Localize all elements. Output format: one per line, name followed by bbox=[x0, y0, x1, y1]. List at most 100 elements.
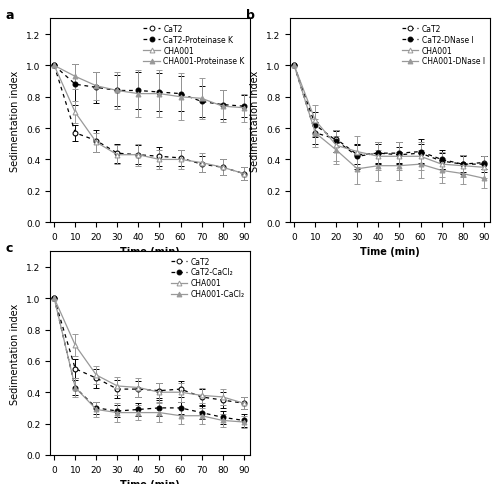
CaT2 bbox=[220, 397, 226, 403]
CHA001-Proteinase K bbox=[114, 89, 120, 94]
CHA001 bbox=[72, 343, 78, 348]
CaT2-DNase I bbox=[418, 150, 424, 155]
CaT2-Proteinase K bbox=[114, 89, 120, 94]
CHA001 bbox=[438, 162, 444, 167]
CaT2-Proteinase K bbox=[240, 104, 246, 110]
CHA001-Proteinase K bbox=[72, 75, 78, 80]
CHA001 bbox=[240, 400, 246, 406]
CaT2 bbox=[396, 152, 402, 158]
CaT2-CaCl₂ bbox=[136, 407, 141, 412]
CHA001 bbox=[480, 165, 486, 171]
CHA001 bbox=[220, 165, 226, 171]
CaT2-CaCl₂ bbox=[198, 410, 204, 416]
CHA001-CaCl₂ bbox=[51, 296, 57, 302]
CaT2 bbox=[94, 138, 100, 144]
CHA001-DNase I bbox=[312, 131, 318, 136]
CHA001-DNase I bbox=[334, 148, 340, 153]
CaT2 bbox=[334, 137, 340, 143]
CHA001 bbox=[114, 152, 120, 158]
CaT2-DNase I bbox=[396, 151, 402, 157]
CHA001 bbox=[312, 118, 318, 124]
CaT2-DNase I bbox=[312, 123, 318, 129]
CHA001-CaCl₂ bbox=[94, 407, 100, 412]
CaT2-DNase I bbox=[376, 151, 382, 157]
CHA001 bbox=[178, 390, 184, 395]
CaT2 bbox=[156, 154, 162, 160]
Y-axis label: Sedimentation index: Sedimentation index bbox=[250, 71, 260, 171]
CaT2-Proteinase K bbox=[94, 85, 100, 91]
CaT2 bbox=[240, 171, 246, 177]
CaT2-DNase I bbox=[438, 157, 444, 163]
CHA001 bbox=[136, 385, 141, 391]
CHA001-CaCl₂ bbox=[136, 410, 141, 416]
CaT2 bbox=[438, 159, 444, 165]
X-axis label: Time (min): Time (min) bbox=[360, 247, 420, 257]
CHA001-CaCl₂ bbox=[156, 410, 162, 416]
Text: a: a bbox=[6, 9, 14, 22]
Line: CaT2-CaCl₂: CaT2-CaCl₂ bbox=[52, 296, 246, 423]
Line: CHA001: CHA001 bbox=[52, 296, 246, 406]
CHA001-Proteinase K bbox=[136, 91, 141, 97]
Legend: CaT2, CaT2-CaCl₂, CHA001, CHA001-CaCl₂: CaT2, CaT2-CaCl₂, CHA001, CHA001-CaCl₂ bbox=[169, 256, 246, 300]
CHA001 bbox=[291, 63, 297, 69]
CHA001-CaCl₂ bbox=[198, 413, 204, 419]
CaT2 bbox=[136, 152, 141, 158]
CHA001 bbox=[460, 164, 466, 169]
CHA001 bbox=[240, 171, 246, 177]
CHA001-CaCl₂ bbox=[178, 413, 184, 419]
Line: CaT2: CaT2 bbox=[52, 296, 246, 406]
CaT2-CaCl₂ bbox=[51, 296, 57, 302]
CHA001-Proteinase K bbox=[51, 63, 57, 69]
CHA001-Proteinase K bbox=[178, 95, 184, 101]
Line: CHA001-Proteinase K: CHA001-Proteinase K bbox=[52, 64, 246, 111]
CaT2-CaCl₂ bbox=[94, 405, 100, 411]
CaT2 bbox=[291, 63, 297, 69]
CHA001-DNase I bbox=[438, 168, 444, 174]
CaT2-Proteinase K bbox=[51, 63, 57, 69]
CHA001-DNase I bbox=[291, 63, 297, 69]
CHA001-CaCl₂ bbox=[72, 385, 78, 391]
CHA001 bbox=[198, 160, 204, 166]
CHA001-DNase I bbox=[354, 166, 360, 172]
Line: CHA001-DNase I: CHA001-DNase I bbox=[292, 64, 486, 182]
CHA001 bbox=[418, 154, 424, 160]
Legend: CaT2, CaT2-DNase I, CHA001, CHA001-DNase I: CaT2, CaT2-DNase I, CHA001, CHA001-DNase… bbox=[400, 23, 486, 68]
CaT2 bbox=[114, 151, 120, 157]
X-axis label: Time (min): Time (min) bbox=[120, 479, 180, 484]
CHA001 bbox=[94, 140, 100, 146]
CaT2 bbox=[94, 376, 100, 381]
CaT2-Proteinase K bbox=[178, 91, 184, 97]
Line: CaT2-DNase I: CaT2-DNase I bbox=[292, 64, 486, 167]
CaT2 bbox=[178, 156, 184, 162]
CHA001-Proteinase K bbox=[156, 91, 162, 97]
CHA001-CaCl₂ bbox=[114, 410, 120, 416]
Y-axis label: Sedimentation index: Sedimentation index bbox=[10, 303, 20, 404]
CaT2 bbox=[114, 386, 120, 392]
CHA001 bbox=[72, 110, 78, 116]
CaT2 bbox=[460, 162, 466, 167]
CaT2 bbox=[51, 63, 57, 69]
CaT2-CaCl₂ bbox=[156, 405, 162, 411]
CHA001 bbox=[396, 154, 402, 160]
CaT2-Proteinase K bbox=[198, 99, 204, 105]
CHA001-DNase I bbox=[396, 164, 402, 169]
CaT2 bbox=[240, 400, 246, 406]
CHA001 bbox=[94, 372, 100, 378]
Y-axis label: Sedimentation index: Sedimentation index bbox=[10, 71, 20, 171]
CHA001-Proteinase K bbox=[240, 106, 246, 111]
CHA001-CaCl₂ bbox=[240, 419, 246, 425]
CaT2 bbox=[418, 151, 424, 157]
CaT2-CaCl₂ bbox=[220, 414, 226, 420]
CaT2 bbox=[51, 296, 57, 302]
CaT2 bbox=[198, 162, 204, 167]
CaT2-Proteinase K bbox=[136, 89, 141, 94]
Legend: CaT2, CaT2-Proteinase K, CHA001, CHA001-Proteinase K: CaT2, CaT2-Proteinase K, CHA001, CHA001-… bbox=[142, 23, 246, 68]
CaT2-DNase I bbox=[480, 162, 486, 167]
CHA001 bbox=[178, 157, 184, 163]
CHA001 bbox=[156, 390, 162, 395]
CHA001 bbox=[114, 383, 120, 389]
CaT2 bbox=[72, 366, 78, 372]
Line: CHA001-CaCl₂: CHA001-CaCl₂ bbox=[52, 296, 246, 424]
CHA001 bbox=[198, 393, 204, 398]
CHA001 bbox=[51, 296, 57, 302]
